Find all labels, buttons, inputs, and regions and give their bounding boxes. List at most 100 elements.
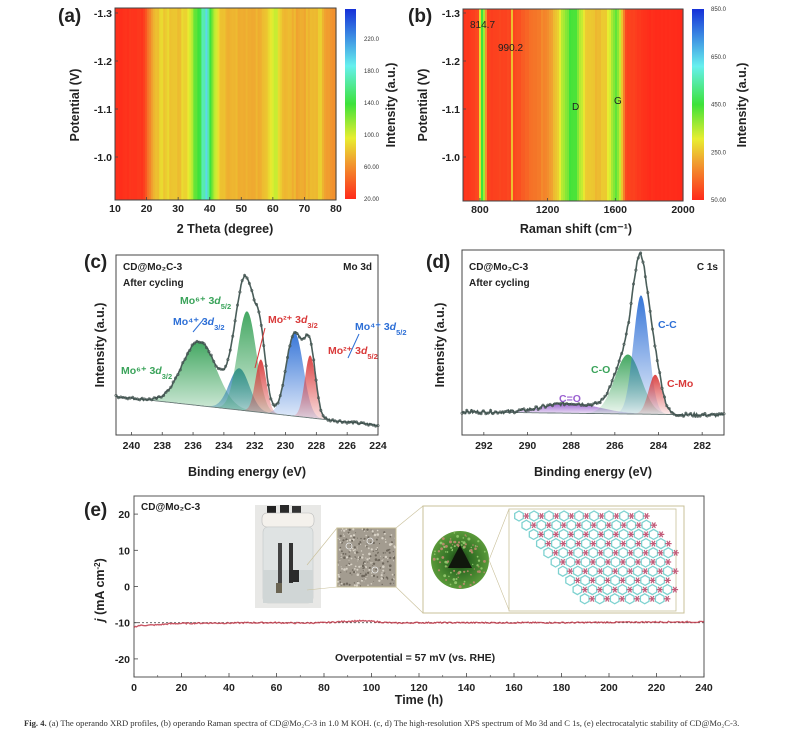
heatmap-strip bbox=[251, 8, 255, 200]
heatmap-strip bbox=[673, 9, 676, 201]
speckle bbox=[346, 571, 348, 573]
data-point bbox=[207, 350, 211, 354]
heatmap-strip bbox=[547, 9, 550, 201]
speckle bbox=[359, 581, 361, 583]
heatmap-strip bbox=[293, 8, 297, 200]
mo3d-plot-area bbox=[114, 273, 380, 428]
data-point bbox=[684, 411, 688, 415]
heatmap-strip bbox=[553, 9, 556, 201]
heatmap-strip bbox=[535, 9, 538, 201]
mo3d-y-axis-label: Intensity (a.u.) bbox=[93, 303, 107, 388]
raman-plot-frame bbox=[462, 8, 684, 202]
heatmap-strip bbox=[149, 8, 152, 200]
colorbar-tick-label: 220.0 bbox=[364, 37, 380, 43]
data-point bbox=[541, 403, 545, 407]
heatmap-strip bbox=[211, 8, 215, 200]
speckle bbox=[337, 564, 339, 566]
data-point bbox=[221, 367, 225, 371]
heatmap-strip bbox=[329, 8, 333, 200]
speckle bbox=[348, 555, 351, 558]
carbon-hexagon bbox=[632, 565, 643, 577]
data-point bbox=[643, 275, 647, 279]
speckle bbox=[341, 550, 343, 553]
speckle bbox=[372, 562, 373, 563]
carbon-hexagon bbox=[565, 574, 576, 587]
xrd-colorbar bbox=[345, 9, 356, 199]
data-point bbox=[608, 385, 612, 389]
heatmap-strip bbox=[157, 8, 160, 200]
mo-atom bbox=[552, 531, 560, 538]
heatmap-strip bbox=[279, 8, 283, 200]
fitted-peak-C-Mo bbox=[462, 374, 724, 416]
nanoparticle-speck bbox=[458, 585, 462, 589]
speckle bbox=[365, 566, 367, 569]
carbon-hexagon bbox=[655, 537, 666, 550]
y-tick-label: -1.3 bbox=[442, 8, 460, 20]
heatmap-strip bbox=[139, 8, 142, 200]
carbon-hexagon bbox=[647, 565, 658, 577]
data-point bbox=[285, 355, 290, 360]
speckle bbox=[351, 539, 354, 542]
speckle bbox=[389, 535, 392, 538]
data-point bbox=[185, 352, 190, 356]
electrolytic-cell-photo bbox=[255, 505, 321, 608]
x-tick-label: 284 bbox=[650, 440, 668, 452]
mo-atom bbox=[627, 568, 634, 575]
heatmap-strip bbox=[245, 8, 249, 200]
speckle bbox=[371, 574, 373, 577]
speckle bbox=[340, 556, 342, 559]
c1s-peak-label-C=O: C=O bbox=[559, 393, 581, 405]
speckle bbox=[343, 535, 345, 537]
speckle bbox=[383, 572, 385, 574]
mo-atom bbox=[620, 540, 627, 547]
data-point bbox=[660, 386, 664, 390]
speckle bbox=[367, 561, 369, 563]
carbon-hexagon bbox=[565, 537, 576, 550]
nanoparticle-speck bbox=[449, 540, 452, 544]
nanoparticle-speck bbox=[462, 537, 465, 539]
heatmap-strip bbox=[623, 9, 626, 201]
data-point bbox=[636, 256, 640, 260]
speckle bbox=[386, 560, 389, 563]
speckle bbox=[380, 555, 382, 557]
nanoparticle-speck bbox=[446, 560, 450, 563]
heatmap-strip bbox=[485, 9, 488, 201]
y-tick-label: -1.1 bbox=[442, 104, 460, 116]
data-point bbox=[465, 408, 469, 412]
speckle bbox=[359, 556, 362, 559]
nanoparticle-speck bbox=[467, 537, 471, 541]
speckle bbox=[349, 549, 352, 552]
data-point bbox=[639, 251, 643, 255]
stability-sample-name: CD@Mo₂C-3 bbox=[141, 502, 201, 513]
electrode-speckle-texture bbox=[337, 528, 396, 587]
mo-atom bbox=[597, 568, 604, 575]
data-point bbox=[162, 393, 166, 398]
speckle bbox=[368, 552, 371, 556]
heatmap-strip bbox=[593, 9, 596, 201]
nanoparticle-speck bbox=[449, 583, 452, 586]
speckle bbox=[381, 560, 383, 562]
heatmap-strip bbox=[233, 8, 237, 200]
data-point bbox=[722, 412, 726, 416]
speckle bbox=[358, 552, 360, 554]
carbon-hexagon bbox=[634, 510, 644, 522]
nanoparticle-speck bbox=[476, 564, 479, 567]
x-tick-label: 238 bbox=[153, 440, 171, 452]
data-point bbox=[245, 276, 249, 280]
heatmap-strip bbox=[273, 8, 277, 200]
heatmap-strip bbox=[119, 8, 122, 200]
stability-y-ticks: 20 10 0 -10 -20 bbox=[115, 509, 138, 666]
speckle bbox=[377, 537, 379, 538]
speckle bbox=[384, 541, 387, 543]
nanoparticle-speck bbox=[454, 581, 458, 585]
carbon-hexagon bbox=[604, 510, 614, 522]
speckle bbox=[358, 558, 360, 560]
data-point bbox=[235, 303, 240, 307]
speckle bbox=[364, 573, 368, 576]
x-tick-label: 80 bbox=[318, 682, 330, 694]
speckle bbox=[361, 564, 365, 568]
speckle bbox=[342, 552, 345, 555]
y-tick-label: -1.3 bbox=[94, 8, 112, 20]
panel-b-label: (b) bbox=[408, 6, 432, 27]
